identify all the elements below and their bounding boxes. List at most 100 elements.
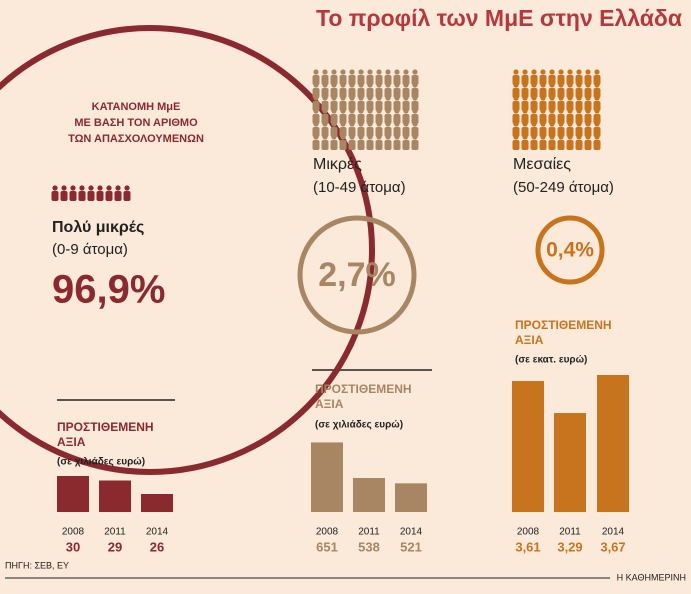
person-icon (357, 101, 365, 111)
person-icon (384, 127, 392, 137)
person-icon (512, 88, 520, 98)
person-icon (312, 88, 320, 98)
person-icon (403, 95, 409, 101)
person-icon (575, 140, 583, 150)
person-icon (339, 75, 347, 85)
person-icon (312, 127, 320, 137)
person-icon (88, 185, 94, 191)
person-icon (512, 127, 520, 137)
person-icon (313, 121, 319, 127)
person-icon (593, 114, 601, 124)
person-icon (96, 191, 104, 201)
person-icon (403, 108, 409, 114)
person-icon (358, 108, 364, 114)
person-icon (358, 121, 364, 127)
person-icon (313, 82, 319, 88)
person-icon (548, 140, 556, 150)
person-icon (384, 101, 392, 111)
person-icon (521, 101, 529, 111)
person-icon (539, 88, 547, 98)
person-icon (357, 75, 365, 85)
person-icon (349, 134, 355, 140)
person-icon (339, 114, 347, 124)
person-icon (384, 75, 392, 85)
person-icon (385, 69, 391, 75)
person-icon (575, 114, 583, 124)
person-icon (349, 95, 355, 101)
person-icon (402, 127, 410, 137)
person-icon (115, 185, 121, 191)
person-icon (530, 114, 538, 124)
person-icon (593, 88, 601, 98)
person-icon (576, 95, 582, 101)
group-name: Πολύ μικρές (52, 219, 144, 236)
person-icon (367, 134, 373, 140)
person-icon (513, 82, 519, 88)
person-icon (366, 75, 374, 85)
person-icon (567, 134, 573, 140)
person-icon (594, 69, 600, 75)
person-icon (313, 95, 319, 101)
person-icon (376, 95, 382, 101)
person-icon (339, 140, 347, 150)
person-icon (584, 114, 592, 124)
person-icon (557, 88, 565, 98)
person-icon (384, 88, 392, 98)
share-label: 0,4% (546, 239, 594, 262)
person-icon (321, 114, 329, 124)
person-icon (411, 88, 419, 98)
person-icon (313, 134, 319, 140)
person-icon (322, 95, 328, 101)
person-icon (340, 134, 346, 140)
person-icon (512, 101, 520, 111)
person-icon (367, 82, 373, 88)
person-icon (385, 134, 391, 140)
person-icon (366, 101, 374, 111)
person-icon (566, 140, 574, 150)
person-icon (403, 82, 409, 88)
person-icon (585, 108, 591, 114)
person-icon (312, 101, 320, 111)
person-icon (412, 69, 418, 75)
person-icon (340, 108, 346, 114)
person-icon (412, 121, 418, 127)
person-icon (393, 140, 401, 150)
person-icon (576, 134, 582, 140)
person-icon (530, 140, 538, 150)
person-icon (566, 101, 574, 111)
person-icon (549, 121, 555, 127)
person-icon (376, 108, 382, 114)
person-icon (402, 88, 410, 98)
value-label: 29 (108, 539, 122, 554)
person-icon (339, 101, 347, 111)
person-icon (557, 75, 565, 85)
person-icon (576, 108, 582, 114)
person-icon (402, 114, 410, 124)
person-icon (330, 88, 338, 98)
person-icon (366, 114, 374, 124)
person-icon (539, 75, 547, 85)
person-icon (521, 114, 529, 124)
person-icon (322, 108, 328, 114)
bar (554, 413, 586, 512)
x-tick-label: 2008 (517, 527, 540, 538)
person-icon (584, 75, 592, 85)
person-icon (366, 88, 374, 98)
person-icon (567, 108, 573, 114)
person-icon (375, 75, 383, 85)
person-icon (530, 101, 538, 111)
person-icon (78, 191, 86, 201)
person-icon (411, 140, 419, 150)
person-icon (358, 95, 364, 101)
person-icon (522, 95, 528, 101)
source: ΠΗΓΗ: ΣΕΒ, ΕΥ (5, 560, 69, 570)
person-icon (87, 191, 95, 201)
brand: Η ΚΑΘΗΜΕΡΙΝΗ (617, 572, 686, 582)
person-icon (593, 75, 601, 85)
person-icon (549, 69, 555, 75)
person-icon (367, 108, 373, 114)
person-icon (331, 108, 337, 114)
person-icon (412, 95, 418, 101)
person-icon (567, 82, 573, 88)
person-icon (531, 108, 537, 114)
